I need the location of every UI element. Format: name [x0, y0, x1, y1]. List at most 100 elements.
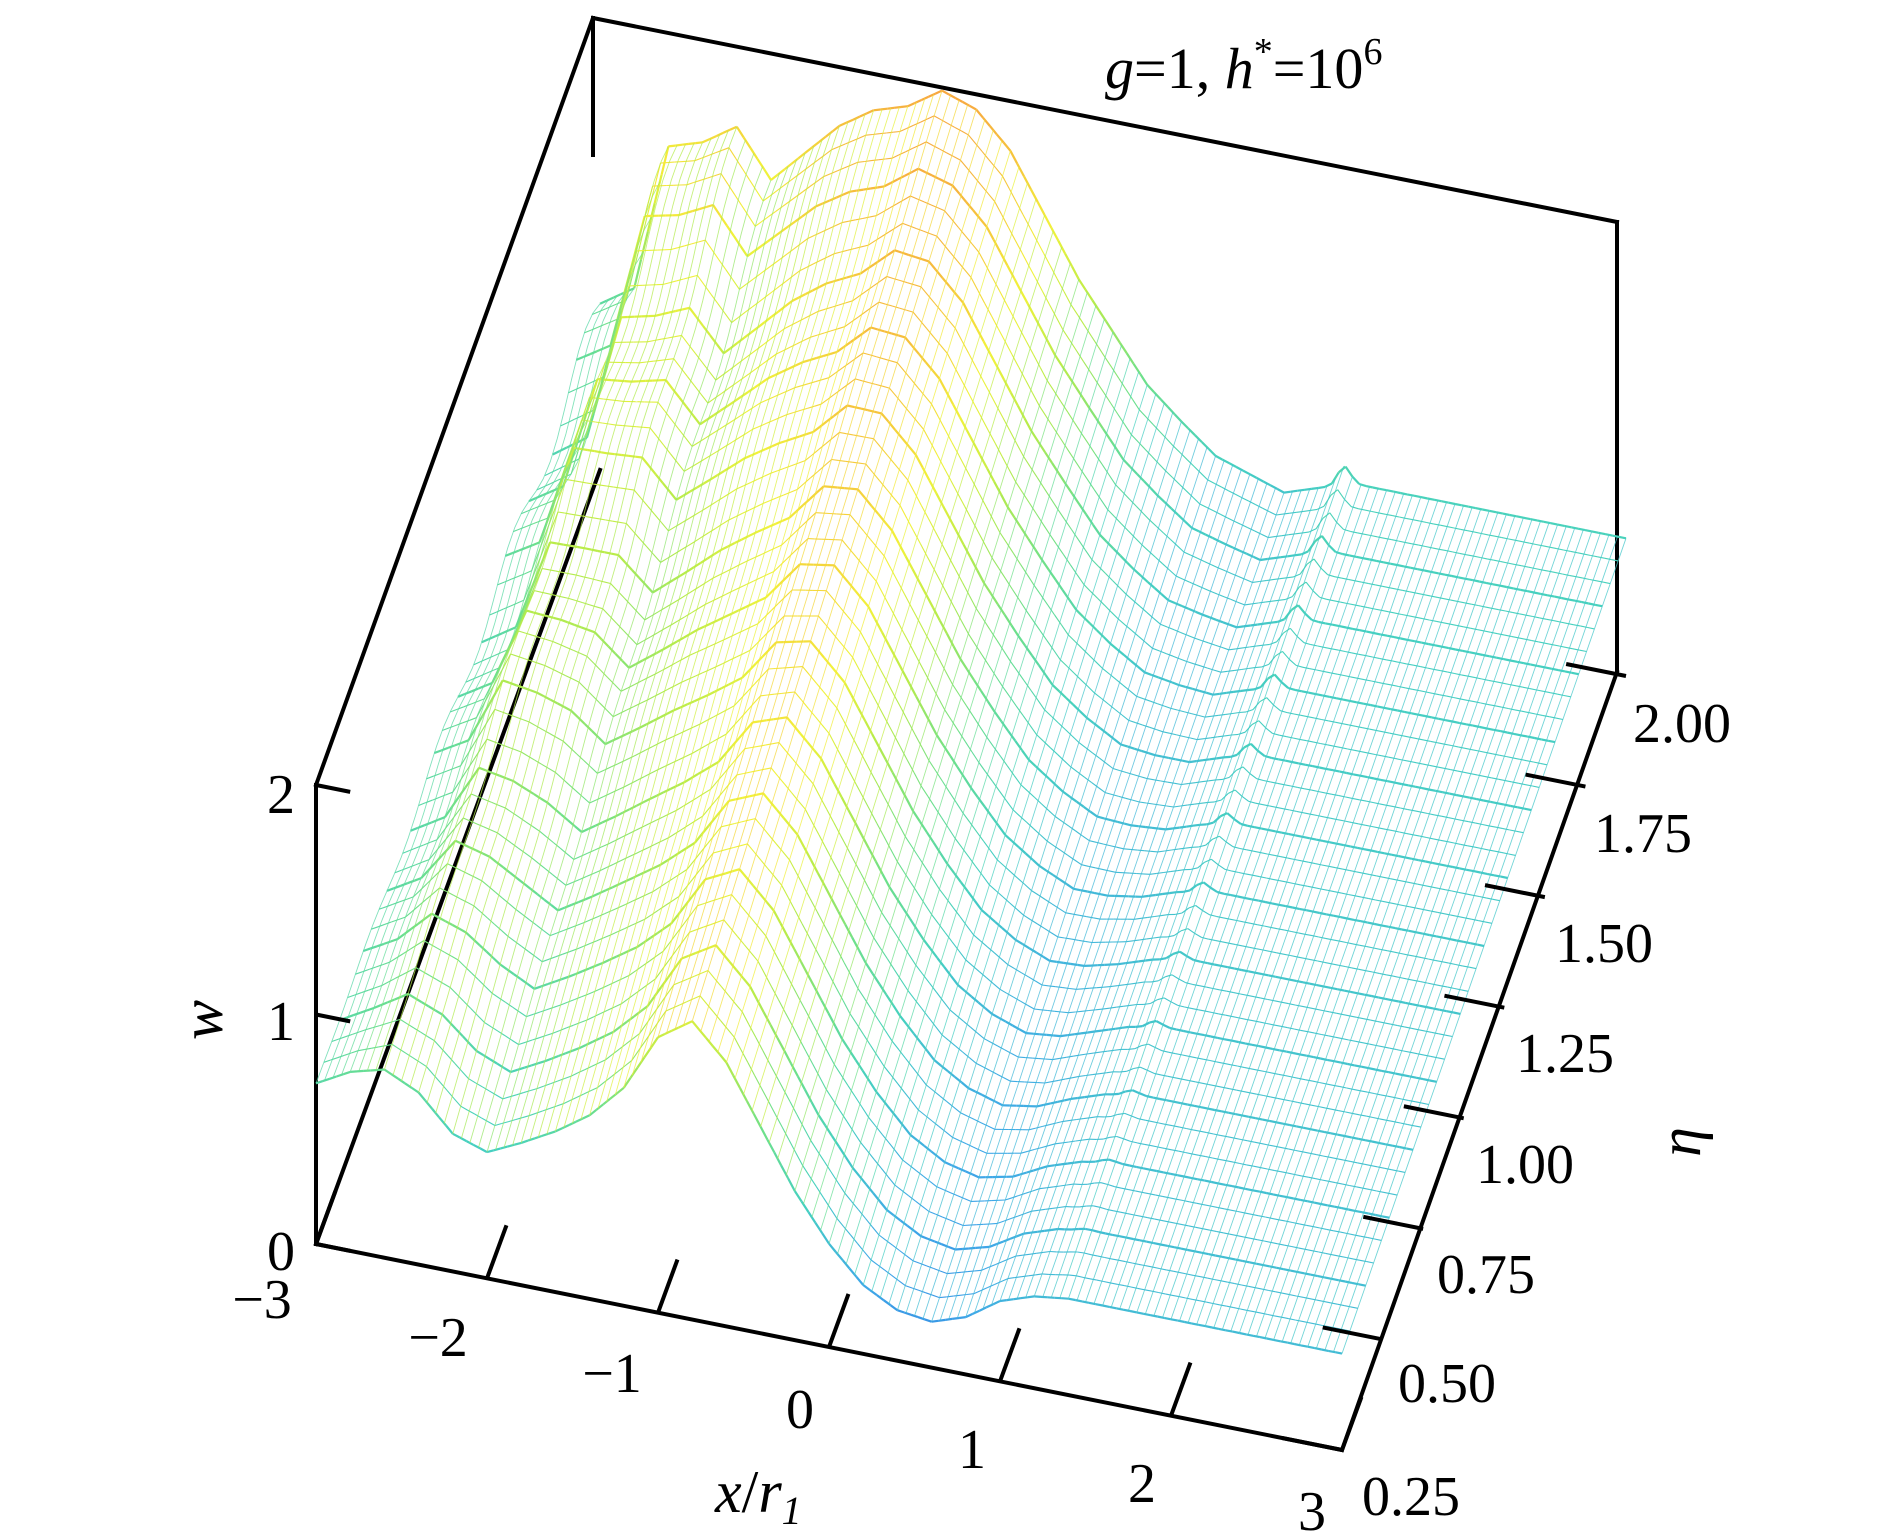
surface-row-segment: [1369, 874, 1377, 877]
surface-row-segment: [1238, 1040, 1246, 1045]
surface-row-segment: [1344, 499, 1352, 508]
surface-row-segment: [922, 708, 931, 723]
surface-row-segment: [1330, 817, 1338, 821]
surface-row-segment: [1222, 1086, 1230, 1090]
surface-row-segment: [873, 108, 881, 112]
surface-row-segment: [615, 978, 623, 983]
surface-row-segment: [1278, 598, 1286, 601]
surface-row-segment: [935, 734, 945, 747]
surface-row-segment: [1603, 581, 1611, 585]
surface-row-segment: [1488, 509, 1497, 514]
surface-row-segment: [1103, 986, 1111, 988]
surface-row-segment: [972, 715, 981, 727]
surface-row-segment: [1388, 1071, 1396, 1075]
surface-row-segment: [749, 793, 757, 798]
surface-row-segment: [887, 683, 896, 697]
surface-row-segment: [902, 1159, 910, 1166]
surface-row-segment: [598, 889, 607, 895]
surface-row-segment: [754, 528, 763, 534]
surface-row-segment: [903, 632, 911, 646]
surface-row-segment: [1480, 871, 1488, 875]
surface-row-segment: [809, 674, 817, 684]
surface-row-segment: [1485, 751, 1493, 755]
surface-row-segment: [457, 692, 466, 698]
surface-row-segment: [1439, 863, 1447, 867]
surface-row-segment: [1296, 1125, 1304, 1129]
surface-row-segment: [1310, 1128, 1318, 1132]
surface-row-segment: [1363, 848, 1372, 852]
surface-row-segment: [1238, 1186, 1246, 1190]
surface-row-segment: [1168, 569, 1177, 577]
surface-row-segment: [1303, 812, 1311, 815]
surface-row-segment: [1422, 763, 1430, 766]
surface-row-segment: [738, 433, 747, 439]
surface-row-segment: [1063, 1119, 1071, 1122]
surface-row-segment: [732, 235, 742, 247]
surface-row-segment: [1137, 441, 1146, 450]
surface-row-segment: [949, 1219, 957, 1224]
surface-row-segment: [1420, 496, 1428, 500]
surface-row-segment: [931, 914, 939, 924]
surface-row-segment: [601, 818, 610, 824]
surface-row-segment: [1248, 970, 1256, 974]
surface-row-segment: [1265, 600, 1272, 603]
surface-row-segment: [919, 821, 928, 833]
surface-row-segment: [1153, 587, 1163, 595]
surface-row-segment: [599, 866, 608, 872]
surface-row-segment: [1117, 413, 1126, 425]
surface-row-segment: [1017, 877, 1026, 885]
surface-row-segment: [1092, 722, 1102, 730]
surface-row-segment: [1249, 1092, 1257, 1095]
surface-row-segment: [722, 492, 731, 498]
surface-row-segment: [1495, 511, 1504, 515]
surface-row-segment: [1013, 775, 1022, 786]
surface-row-segment: [491, 801, 499, 806]
surface-row-segment: [1029, 724, 1038, 736]
surface-row-segment: [1236, 919, 1244, 923]
surface-row-segment: [525, 1039, 533, 1043]
surface-row-segment: [850, 694, 860, 709]
surface-row-segment: [443, 983, 451, 988]
surface-row-segment: [967, 1115, 975, 1120]
surface-row-segment: [1166, 626, 1175, 631]
surface-row-segment: [990, 815, 1000, 827]
surface-row-segment: [780, 225, 790, 233]
surface-row-segment: [924, 903, 933, 915]
surface-row-segment: [849, 1013, 858, 1025]
surface-row-segment: [976, 1032, 985, 1040]
surface-row-segment: [1245, 1187, 1253, 1192]
surface-row-segment: [843, 962, 852, 976]
surface-row-segment: [440, 746, 449, 752]
surface-row-segment: [1425, 691, 1434, 694]
surface-row-segment: [1191, 713, 1199, 716]
surface-row-segment: [573, 855, 581, 860]
surface-row-segment: [1370, 1019, 1378, 1022]
surface-row-segment: [1298, 932, 1306, 935]
surface-row-segment: [1311, 1250, 1319, 1253]
surface-row-segment: [941, 817, 949, 829]
surface-row-segment: [1193, 1104, 1202, 1109]
surface-row-segment: [1235, 647, 1243, 650]
surface-row-segment: [1323, 670, 1331, 674]
surface-row-segment: [1448, 962, 1456, 966]
surface-row-segment: [1266, 697, 1274, 706]
surface-row-segment: [949, 1009, 958, 1017]
surface-row-segment: [690, 773, 699, 780]
surface-row-segment: [777, 305, 786, 313]
surface-row-segment: [816, 176, 824, 183]
surface-row-segment: [660, 859, 668, 866]
surface-row-segment: [1229, 1233, 1237, 1237]
surface-row-segment: [1361, 751, 1369, 754]
surface-row-segment: [1117, 984, 1125, 987]
surface-row-segment: [1349, 869, 1357, 873]
surface-row-segment: [1318, 1105, 1326, 1109]
surface-row-segment: [921, 747, 930, 761]
surface-row-segment: [1122, 1162, 1130, 1167]
surface-row-segment: [609, 955, 617, 961]
surface-row-segment: [853, 860, 862, 875]
surface-row-segment: [1231, 733, 1239, 736]
surface-row-segment: [930, 204, 939, 209]
surface-row-segment: [1182, 1199, 1191, 1203]
surface-row-segment: [1291, 760, 1300, 765]
surface-row-segment: [711, 760, 720, 767]
